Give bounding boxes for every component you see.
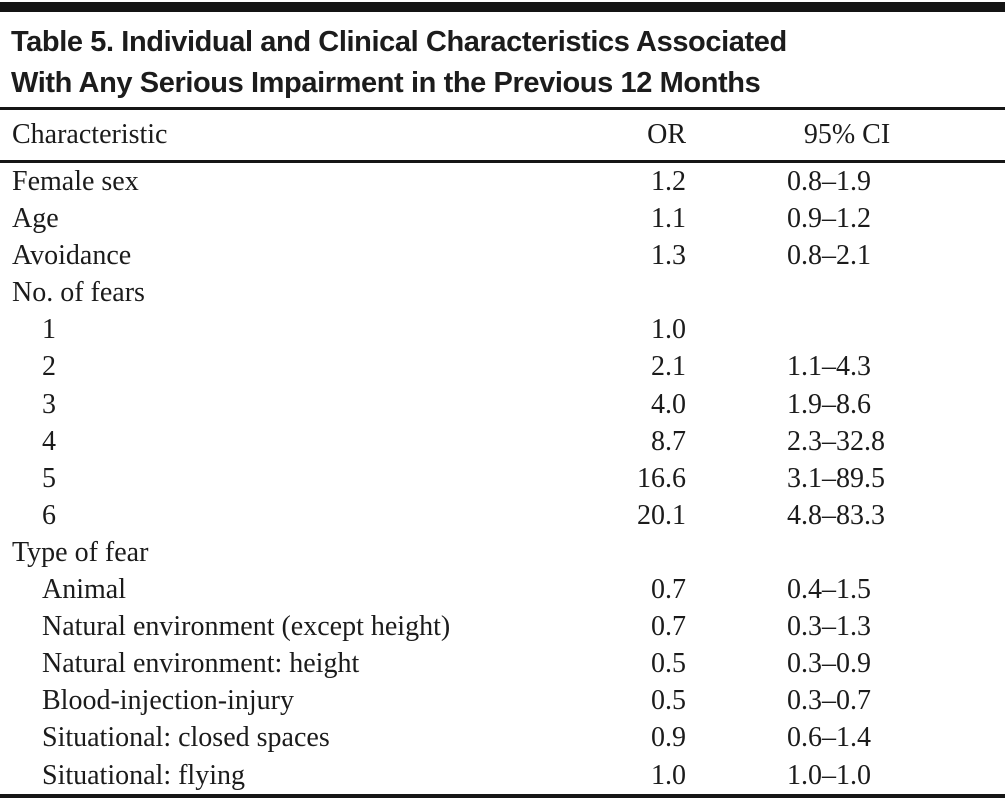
table-row: Avoidance 1.3 0.8–2.1	[0, 237, 1005, 274]
or-value-cell: 2.1	[651, 351, 686, 383]
or-value-cell: 16.6	[637, 462, 686, 494]
ci-value-cell: 0.3–1.3	[787, 611, 871, 643]
characteristic-cell: 5	[42, 462, 56, 494]
table-row: Female sex 1.2 0.8–1.9	[0, 163, 1005, 200]
characteristic-cell: Female sex	[12, 166, 139, 197]
ci-cell-wrap: 3.1–89.5	[686, 460, 1005, 497]
ci-cell-wrap: 0.8–2.1	[686, 237, 1005, 274]
table-row: 1 1.0	[0, 311, 1005, 348]
characteristic-cell: Situational: closed spaces	[42, 722, 330, 754]
ci-cell-wrap: 4.8–83.3	[686, 497, 1005, 534]
column-header-characteristic: Characteristic	[12, 119, 168, 150]
ci-cell-wrap: 0.8–1.9	[686, 163, 1005, 200]
ci-value-cell: 0.8–2.1	[787, 240, 871, 272]
table-row: Natural environment: height 0.5 0.3–0.9	[0, 645, 1005, 682]
ci-value-cell: 0.3–0.7	[787, 685, 871, 717]
table-row: 2 2.1 1.1–4.3	[0, 348, 1005, 385]
table-row: Animal 0.7 0.4–1.5	[0, 571, 1005, 608]
or-value-cell: 0.5	[651, 685, 686, 717]
characteristic-cell: 1	[42, 314, 56, 346]
ci-value-cell: 0.4–1.5	[787, 574, 871, 606]
characteristic-cell: 3	[42, 388, 56, 420]
or-value-cell: 0.9	[651, 722, 686, 754]
characteristic-cell: Age	[12, 203, 59, 235]
table-body: Female sex 1.2 0.8–1.9 Age 1.1 0.9–1.2 Avoidan…	[0, 163, 1005, 794]
table-row: 5 16.6 3.1–89.5	[0, 460, 1005, 497]
or-value-cell	[612, 274, 686, 311]
or-value-cell: 8.7	[651, 425, 686, 457]
or-value-cell: 0.7	[651, 611, 686, 643]
or-value-cell: 0.7	[651, 574, 686, 606]
header-divider-rule	[0, 160, 1005, 163]
or-value-cell: 1.0	[651, 759, 686, 791]
ci-value-cell: 0.6–1.4	[787, 722, 871, 754]
table-row: Age 1.1 0.9–1.2	[0, 200, 1005, 237]
ci-value-cell: 0.3–0.9	[787, 648, 871, 680]
characteristic-cell: Animal	[42, 574, 126, 606]
characteristic-cell: Type of fear	[12, 536, 149, 568]
ci-value-cell: 1.1–4.3	[787, 351, 871, 383]
or-value-cell: 4.0	[651, 388, 686, 420]
title-divider-rule	[0, 107, 1005, 110]
table-row: Blood-injection-injury 0.5 0.3–0.7	[0, 682, 1005, 719]
or-value-cell: 1.0	[651, 314, 686, 346]
characteristic-cell: Natural environment (except height)	[42, 611, 451, 643]
column-header-or: OR	[647, 119, 686, 150]
ci-value-cell: 1.0–1.0	[787, 759, 871, 791]
table-header-row: Characteristic OR 95% CI	[0, 110, 1005, 160]
characteristic-cell: No. of fears	[12, 277, 145, 309]
ci-cell-wrap: 0.4–1.5	[686, 571, 1005, 608]
characteristic-cell: Blood-injection-injury	[42, 685, 294, 717]
table-row: Natural environment (except height) 0.7 0.…	[0, 608, 1005, 645]
ci-cell-wrap: 1.9–8.6	[686, 386, 1005, 423]
characteristic-cell: 6	[42, 499, 56, 531]
or-value-cell: 1.1	[651, 203, 686, 235]
table-row: No. of fears	[0, 274, 1005, 311]
ci-cell-wrap: 0.3–0.7	[686, 682, 1005, 719]
table-title-line-1: Table 5. Individual and Clinical Charact…	[11, 26, 787, 58]
table-row: Situational: closed spaces 0.9 0.6–1.4	[0, 719, 1005, 756]
table-row: 4 8.7 2.3–32.8	[0, 423, 1005, 460]
ci-cell-wrap	[686, 274, 1005, 311]
characteristic-cell: 4	[42, 425, 56, 457]
table-top-bar	[0, 2, 1005, 12]
ci-value-cell: 0.8–1.9	[787, 166, 871, 197]
characteristic-cell: Situational: flying	[42, 759, 245, 791]
ci-value-cell: 3.1–89.5	[787, 462, 885, 494]
ci-value-cell: 2.3–32.8	[787, 425, 885, 457]
ci-value-cell: 1.9–8.6	[787, 388, 871, 420]
table-row: Type of fear	[0, 534, 1005, 571]
column-header-ci-label: 95% CI	[803, 119, 891, 150]
column-header-ci: 95% CI	[686, 110, 1005, 160]
or-value-cell	[612, 534, 686, 571]
table-bottom-rule	[0, 793, 1005, 798]
ci-value-cell: 0.9–1.2	[787, 203, 871, 235]
table-row: Situational: flying 1.0 1.0–1.0	[0, 757, 1005, 794]
ci-cell-wrap: 1.1–4.3	[686, 348, 1005, 385]
ci-cell-wrap: 0.6–1.4	[686, 719, 1005, 756]
ci-cell-wrap	[686, 534, 1005, 571]
ci-cell-wrap: 0.3–1.3	[686, 608, 1005, 645]
table-title: Table 5. Individual and Clinical Charact…	[0, 12, 1005, 107]
or-value-cell: 1.2	[651, 166, 686, 197]
ci-cell-wrap: 1.0–1.0	[686, 757, 1005, 794]
ci-value-cell: 4.8–83.3	[787, 499, 885, 531]
characteristic-cell: Avoidance	[12, 240, 132, 272]
ci-cell-wrap: 2.3–32.8	[686, 423, 1005, 460]
ci-cell-wrap: 0.9–1.2	[686, 200, 1005, 237]
ci-cell-wrap	[686, 311, 1005, 348]
ci-cell-wrap: 0.3–0.9	[686, 645, 1005, 682]
characteristic-cell: 2	[42, 351, 56, 383]
table-title-line-2: With Any Serious Impairment in the Previ…	[11, 67, 761, 99]
characteristic-cell: Natural environment: height	[42, 648, 360, 680]
or-value-cell: 1.3	[651, 240, 686, 272]
or-value-cell: 20.1	[637, 499, 686, 531]
or-value-cell: 0.5	[651, 648, 686, 680]
table-row: 3 4.0 1.9–8.6	[0, 386, 1005, 423]
table-row: 6 20.1 4.8–83.3	[0, 497, 1005, 534]
